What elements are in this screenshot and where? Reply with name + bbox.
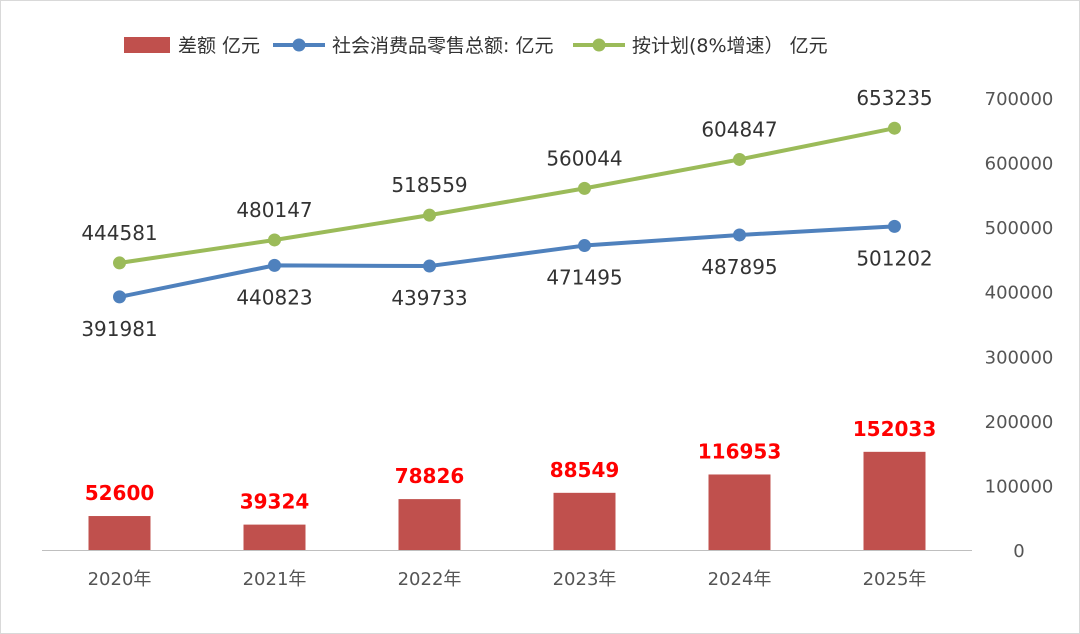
bar-data-label: 88549 xyxy=(550,458,620,482)
legend-swatch-marker xyxy=(592,38,606,52)
x-tick-label: 2021年 xyxy=(243,569,307,590)
line-point xyxy=(423,259,436,273)
line-point xyxy=(888,219,901,233)
bar xyxy=(708,474,771,550)
y-tick-label: 600000 xyxy=(985,154,1054,175)
bar-series xyxy=(88,451,926,550)
line-point xyxy=(423,208,436,222)
x-tick-label: 2020年 xyxy=(88,569,152,590)
bar-data-label: 52600 xyxy=(85,481,155,505)
line-data-label: 604847 xyxy=(701,117,777,141)
line-data-label: 487895 xyxy=(701,255,777,279)
line-point xyxy=(578,181,591,195)
legend-label: 按计划(8%增速） 亿元 xyxy=(632,35,828,57)
y-tick-label: 0 xyxy=(1013,541,1024,562)
line-point xyxy=(733,152,746,166)
legend-swatch-bar xyxy=(124,37,170,53)
data-labels: 52600 39324 78826 88549 116953 152033 391981 44… xyxy=(81,86,936,513)
x-tick-label: 2023年 xyxy=(553,569,617,590)
x-tick-label: 2022年 xyxy=(398,569,462,590)
line-data-label: 444581 xyxy=(81,221,157,245)
y-tick-label: 100000 xyxy=(985,476,1054,497)
line-point xyxy=(268,233,281,247)
y-tick-label: 300000 xyxy=(985,347,1054,368)
x-tick-label: 2024年 xyxy=(708,569,772,590)
line-point xyxy=(268,258,281,272)
bar xyxy=(243,524,306,550)
line-point xyxy=(578,239,591,253)
line-point xyxy=(113,256,126,270)
line-data-label: 560044 xyxy=(546,146,622,170)
bar xyxy=(553,492,616,550)
line-data-label: 439733 xyxy=(391,286,467,310)
line-data-label: 501202 xyxy=(856,246,932,270)
line-data-label: 471495 xyxy=(546,266,622,290)
line-data-label: 653235 xyxy=(856,86,932,110)
axes: 700000 600000 500000 400000 300000 200000 1000… xyxy=(42,89,1053,590)
y-tick-label: 200000 xyxy=(985,412,1054,433)
series-line xyxy=(117,224,897,299)
line-point xyxy=(888,121,901,135)
x-tick-label: 2025年 xyxy=(863,569,927,590)
bar xyxy=(863,451,926,550)
y-tick-label: 700000 xyxy=(985,89,1054,110)
bar-data-label: 152033 xyxy=(853,417,937,441)
legend-label: 差额 亿元 xyxy=(178,35,260,57)
line-series xyxy=(113,121,901,304)
line-data-label: 518559 xyxy=(391,173,467,197)
bar-data-label: 39324 xyxy=(240,490,310,514)
bar-data-label: 78826 xyxy=(395,464,465,488)
y-tick-label: 500000 xyxy=(985,218,1054,239)
bar-data-label: 116953 xyxy=(698,439,782,463)
bar xyxy=(398,499,461,550)
legend-swatch-marker xyxy=(292,38,306,52)
line-data-label: 480147 xyxy=(236,198,312,222)
line-point xyxy=(113,290,126,304)
line-data-label: 391981 xyxy=(81,317,157,341)
bar xyxy=(88,516,151,550)
line-data-label: 440823 xyxy=(236,285,312,309)
line-point xyxy=(733,228,746,242)
series-line xyxy=(117,126,897,265)
legend: 差额 亿元 社会消费品零售总额: 亿元 按计划(8%增速） 亿元 xyxy=(124,35,828,57)
legend-label: 社会消费品零售总额: 亿元 xyxy=(332,35,553,57)
y-tick-label: 400000 xyxy=(985,283,1054,304)
